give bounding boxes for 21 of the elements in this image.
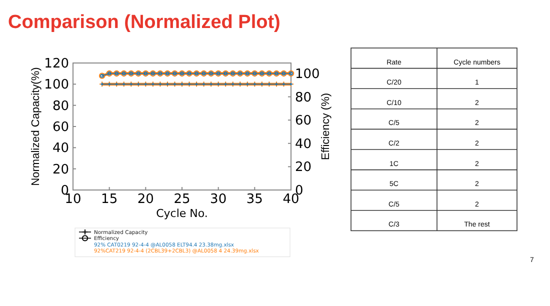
y2-tick-label: 100 bbox=[295, 66, 320, 82]
x-tick-label: 25 bbox=[174, 192, 190, 207]
x-tick-label: 20 bbox=[137, 192, 154, 207]
chart-title: Comparison (Normalized Plot) bbox=[8, 12, 280, 33]
y-tick-label: 100 bbox=[44, 78, 69, 93]
x-tick-label: 30 bbox=[210, 192, 227, 207]
y-tick-label: 60 bbox=[52, 120, 69, 135]
y2-tick-label: 80 bbox=[295, 90, 312, 106]
y2-tick-label: 20 bbox=[295, 160, 312, 176]
x-tick-label: 35 bbox=[246, 192, 263, 207]
y2-tick-label: 40 bbox=[295, 136, 312, 152]
y2-tick-label: 60 bbox=[295, 114, 312, 129]
x-tick-label: 15 bbox=[101, 192, 118, 207]
y-tick-label: 0 bbox=[60, 184, 69, 198]
x-axis-title: Cycle No. bbox=[156, 207, 208, 220]
y-tick-label: 80 bbox=[52, 98, 69, 114]
y-tick-label: 40 bbox=[52, 141, 69, 156]
y-tick-label: 120 bbox=[44, 56, 69, 72]
y-axis-title: Normalized Capacity(%) bbox=[30, 67, 42, 186]
y2-axis-title: Efficiency (%) bbox=[320, 92, 332, 160]
y-tick-label: 20 bbox=[52, 162, 69, 178]
